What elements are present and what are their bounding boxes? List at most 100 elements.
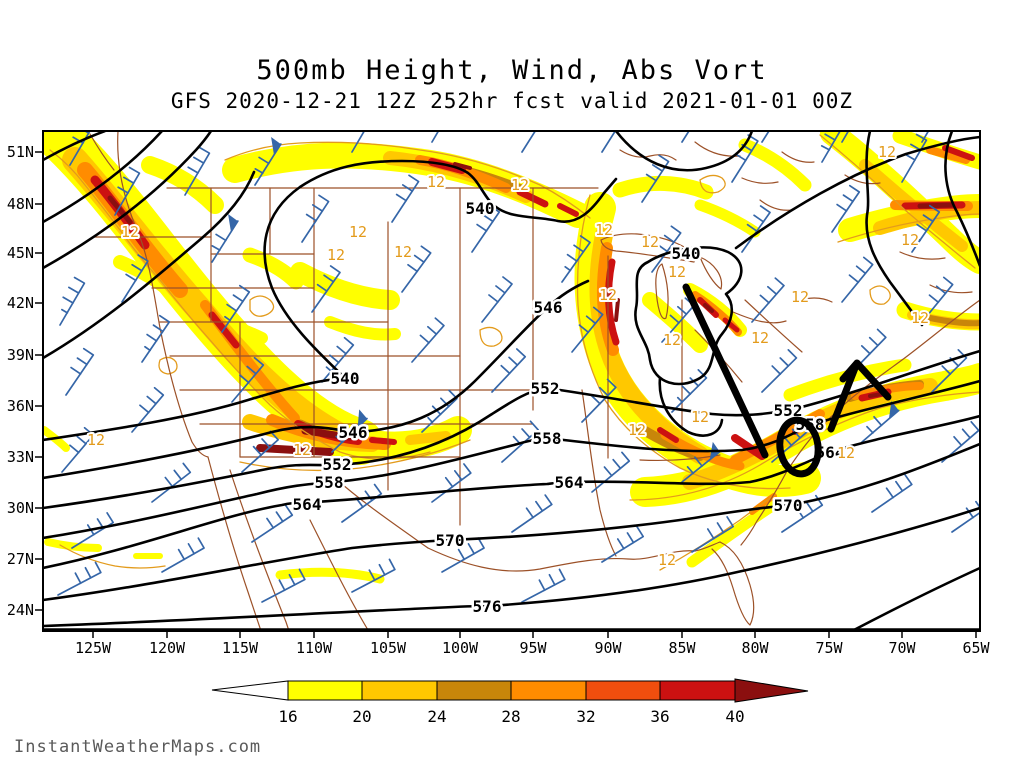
lon-label: 80W (741, 639, 769, 657)
legend-overflow-arrow (734, 678, 809, 703)
height-contour (614, 131, 754, 172)
contour-label: 576 (473, 597, 502, 616)
contour-label: 552 (774, 401, 803, 420)
legend-swatch (585, 680, 661, 701)
lon-label: 115W (222, 639, 259, 657)
lon-label: 70W (888, 639, 916, 657)
page-subtitle: GFS 2020-12-21 12Z 252hr fcst valid 2021… (171, 89, 853, 113)
vort-label: 12 (751, 329, 769, 347)
contour-label: 540 (466, 199, 495, 218)
lat-label: 30N (7, 499, 34, 517)
lat-label: 45N (7, 244, 34, 262)
contour-label: 564 (293, 495, 322, 514)
height-contour-570 (43, 442, 980, 602)
legend-tick-label: 16 (278, 707, 297, 726)
lon-ticks (92, 631, 977, 638)
mississippi-river (581, 389, 617, 557)
vort-label: 12 (691, 408, 709, 426)
annotation-circle (776, 416, 822, 478)
rio-grande (334, 477, 429, 549)
height-contour (43, 131, 213, 270)
lon-axis: 125W 120W 115W 110W 105W 100W 95W 90W 85… (75, 631, 991, 657)
height-contour-552 (43, 349, 980, 510)
vort-label: 12 (878, 143, 896, 161)
vort-label: 12 (668, 263, 686, 281)
lon-label: 75W (815, 639, 843, 657)
legend-tick-label: 20 (352, 707, 371, 726)
vort-label: 12 (595, 221, 613, 239)
legend-tick-label: 40 (725, 707, 744, 726)
lat-label: 36N (7, 397, 34, 415)
vort-label: 12 (87, 431, 105, 449)
lat-label: 39N (7, 346, 34, 364)
vort-label: 12 (511, 176, 529, 194)
lon-label: 85W (668, 639, 696, 657)
height-contour-564 (43, 414, 980, 570)
contour-label: 540 (672, 244, 701, 263)
gulf-coast (427, 541, 721, 572)
lake-erie (732, 311, 787, 324)
height-contour (43, 131, 107, 162)
vorticity-fill-darkred (107, 162, 955, 456)
vorticity-legend: 16 20 24 28 32 36 40 (211, 678, 809, 726)
vort-label: 12 (837, 444, 855, 462)
vort-label: 12 (349, 223, 367, 241)
lake-michigan (655, 263, 669, 320)
lon-label: 90W (594, 639, 622, 657)
lon-label: 125W (75, 639, 112, 657)
vort-label: 12 (663, 331, 681, 349)
lake-huron (699, 256, 723, 290)
height-contour (734, 135, 980, 250)
lon-label: 120W (149, 639, 186, 657)
contour-label: 546 (339, 423, 368, 442)
contour-label: 552 (323, 455, 352, 474)
page-title: 500mb Height, Wind, Abs Vort (256, 55, 767, 86)
vort-label: 12 (628, 421, 646, 439)
lat-axis: 51N 48N 45N 42N 39N 36N 33N 30N 27N 24N (7, 143, 43, 619)
vort-label: 12 (121, 223, 139, 241)
lon-label: 95W (519, 639, 547, 657)
vort-label: 12 (658, 551, 676, 569)
vort-label: 12 (641, 233, 659, 251)
lat-label: 27N (7, 550, 34, 568)
legend-tick-label: 28 (501, 707, 520, 726)
contour-label: 552 (531, 379, 560, 398)
contour-label: 570 (774, 496, 803, 515)
watermark: InstantWeatherMaps.com (14, 737, 261, 757)
legend-tick-label: 24 (427, 707, 446, 726)
height-contour (944, 131, 980, 268)
vort-label: 12 (791, 288, 809, 306)
legend-swatch (436, 680, 512, 701)
legend-swatch (510, 680, 587, 701)
height-contour-546 (43, 279, 590, 480)
lon-label: 105W (370, 639, 407, 657)
vort-label: 12 (327, 246, 345, 264)
lat-label: 51N (7, 143, 34, 161)
height-contour (865, 131, 924, 327)
vort-label: 12 (599, 286, 617, 304)
lat-label: 24N (7, 601, 34, 619)
annotation-pointer-line (682, 283, 769, 459)
vort-label: 12 (427, 173, 445, 191)
legend-swatch (659, 680, 736, 701)
contour-label: 558 (315, 473, 344, 492)
height-contour-labels: 540 540 546 540 552 552 558 546 558 564 … (290, 197, 847, 619)
map-frame-axes: 51N 48N 45N 42N 39N 36N 33N 30N 27N 24N … (7, 130, 991, 657)
vort-label: 12 (911, 309, 929, 327)
lon-label: 100W (442, 639, 479, 657)
height-contour-540 (43, 159, 618, 442)
lake-ontario (795, 297, 833, 303)
baja-coast (207, 456, 262, 631)
contour-label: 570 (436, 531, 465, 550)
legend-tick-label: 36 (650, 707, 669, 726)
annotation (682, 283, 892, 478)
legend-tick-label: 32 (576, 707, 595, 726)
height-contour (43, 170, 256, 360)
height-contour-576 (43, 506, 980, 628)
lake-superior (600, 233, 696, 263)
contour-label: 564 (555, 473, 584, 492)
map-content: 540 540 546 540 552 552 558 546 558 564 … (43, 131, 980, 631)
